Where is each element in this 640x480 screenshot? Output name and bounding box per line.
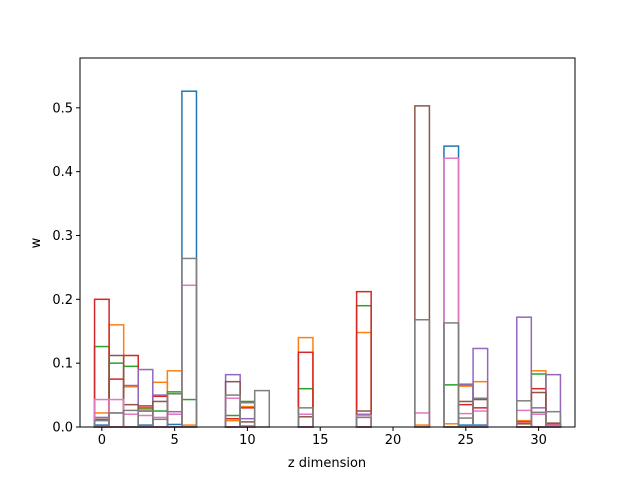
- x-tick-label: 30: [530, 433, 547, 448]
- y-tick-label: 0.2: [52, 293, 73, 308]
- axes-frame: [79, 57, 576, 428]
- x-tick-label: 25: [458, 433, 475, 448]
- x-tick-label: 0: [98, 433, 106, 448]
- x-tick-label: 15: [312, 433, 329, 448]
- y-tick-label: 0.3: [52, 229, 73, 244]
- y-tick-label: 0.0: [52, 421, 73, 436]
- y-tick-label: 0.1: [52, 357, 73, 372]
- x-axis-ticks: 0 5 10 15 20 25 30: [98, 427, 547, 448]
- y-axis-label: w: [29, 237, 44, 248]
- x-tick-label: 20: [385, 433, 402, 448]
- x-tick-label: 5: [170, 433, 178, 448]
- x-axis-label: z dimension: [288, 456, 366, 471]
- y-tick-label: 0.4: [52, 165, 73, 180]
- y-axis-ticks: 0.0 0.1 0.2 0.3 0.4 0.5: [52, 101, 80, 436]
- x-tick-label: 10: [239, 433, 256, 448]
- y-tick-label: 0.5: [52, 101, 73, 116]
